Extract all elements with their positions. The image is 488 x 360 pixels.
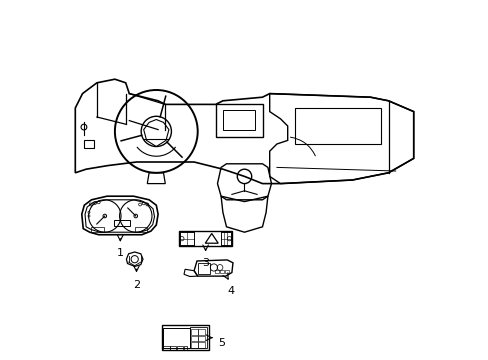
Bar [220, 232, 230, 245]
Bar [179, 231, 232, 246]
Text: 2: 2 [133, 280, 140, 290]
Bar [294, 108, 381, 144]
Bar [170, 346, 176, 350]
Text: 5: 5 [218, 338, 225, 348]
Bar [163, 328, 189, 348]
Text: 3: 3 [202, 258, 209, 269]
Bar [223, 110, 255, 130]
Text: 4: 4 [227, 286, 234, 296]
Bar [114, 220, 130, 226]
Bar [190, 327, 206, 348]
Text: 1: 1 [117, 248, 123, 258]
Bar [224, 270, 228, 273]
Bar [215, 270, 219, 273]
Bar [191, 336, 197, 341]
Bar [134, 227, 147, 232]
Bar [215, 104, 262, 137]
Bar [191, 342, 197, 348]
Bar [162, 325, 208, 350]
Bar [220, 270, 224, 273]
Bar [191, 329, 197, 335]
Bar [198, 342, 204, 348]
Bar [84, 140, 94, 148]
Bar [183, 346, 187, 350]
Bar [180, 232, 194, 245]
Bar [163, 346, 169, 350]
Polygon shape [81, 196, 158, 235]
Bar [198, 336, 204, 341]
Bar [177, 346, 183, 350]
Bar [91, 227, 104, 232]
Bar [198, 329, 204, 335]
Bar [197, 263, 210, 274]
